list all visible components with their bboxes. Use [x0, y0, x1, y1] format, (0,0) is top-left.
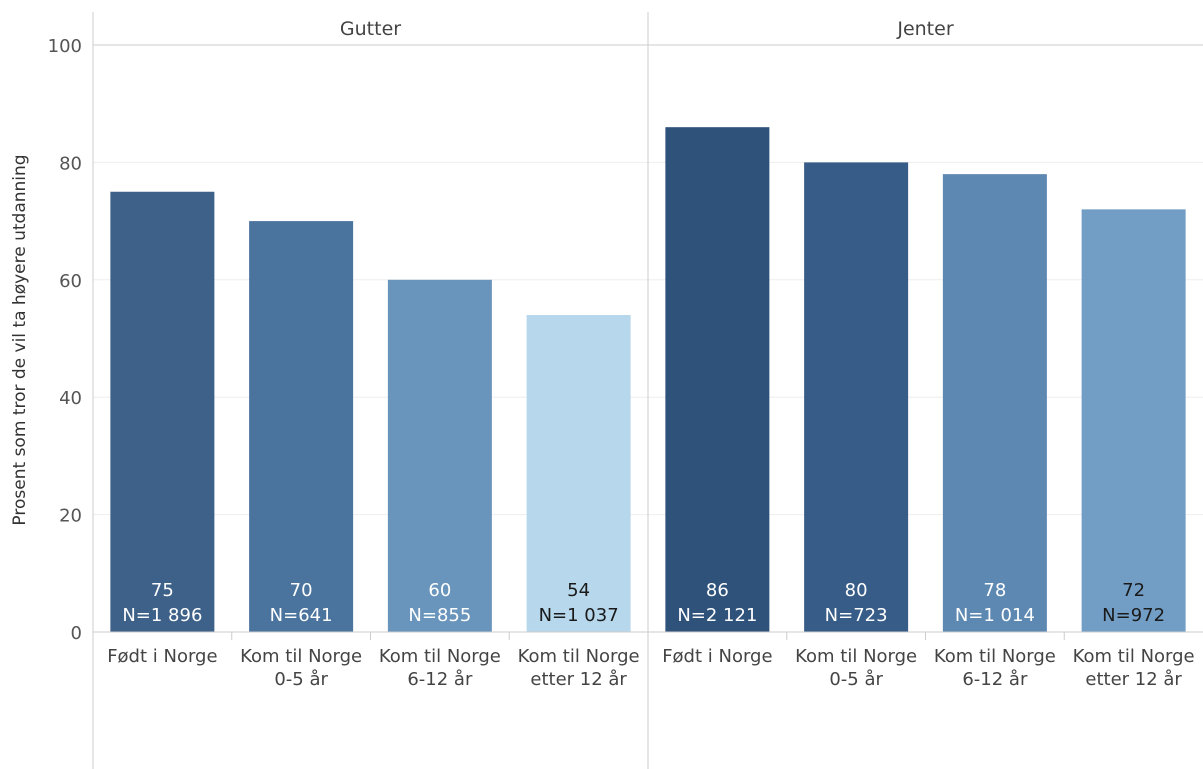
x-tick-label: 6-12 år	[962, 669, 1028, 690]
x-tick-label: Kom til Norge	[518, 646, 640, 667]
y-tick-label: 100	[48, 36, 82, 57]
x-tick-label: Født i Norge	[107, 646, 217, 667]
x-tick-label: Kom til Norge	[240, 646, 362, 667]
bar-value-label: 86	[706, 580, 729, 601]
bar-value-label: 60	[428, 580, 451, 601]
y-tick-label: 0	[71, 623, 82, 644]
bars: 75 N=1 896 70 N=641 60 N=855 54 N=1 037 86 N=2 12…	[110, 127, 1186, 633]
x-tick-label: etter 12 år	[1085, 669, 1182, 690]
bar	[526, 315, 631, 632]
y-tick-label: 60	[59, 271, 82, 292]
panel-frame	[92, 12, 1203, 769]
panel-title: Jenter	[896, 18, 953, 40]
y-tick-label: 40	[59, 388, 82, 409]
bar-value-label: 72	[1122, 580, 1145, 601]
panel-title: Gutter	[340, 18, 401, 40]
bar	[249, 221, 354, 632]
bar	[665, 127, 770, 633]
bar-n-label: N=855	[408, 605, 471, 626]
y-axis: 0 20 40 60 80 100	[48, 36, 82, 644]
bar-n-label: N=2 121	[677, 605, 757, 626]
bar-value-label: 70	[290, 580, 313, 601]
x-tick-label: Født i Norge	[662, 646, 772, 667]
bar-value-label: 80	[845, 580, 868, 601]
bar	[1081, 209, 1186, 633]
x-tick-label: Kom til Norge	[1073, 646, 1195, 667]
bar-value-label: 54	[567, 580, 590, 601]
bar-n-label: N=1 037	[539, 605, 619, 626]
y-axis-label: Prosent som tror de vil ta høyere utdann…	[10, 154, 30, 525]
bar-n-label: N=1 896	[122, 605, 202, 626]
bar	[110, 191, 215, 632]
bar-value-label: 75	[151, 580, 174, 601]
y-tick-label: 20	[59, 506, 82, 527]
y-tick-label: 80	[59, 153, 82, 174]
x-tick-label: 6-12 år	[407, 669, 473, 690]
bar	[804, 162, 909, 632]
x-tick-label: Kom til Norge	[379, 646, 501, 667]
bar-n-label: N=972	[1102, 605, 1165, 626]
x-tick-label: etter 12 år	[530, 669, 627, 690]
bar-n-label: N=641	[270, 605, 333, 626]
bar	[942, 174, 1047, 632]
bar-n-label: N=1 014	[955, 605, 1035, 626]
x-tick-label: 0-5 år	[829, 669, 883, 690]
bar-value-label: 78	[983, 580, 1006, 601]
bar-n-label: N=723	[825, 605, 888, 626]
x-tick-label: Kom til Norge	[795, 646, 917, 667]
x-tick-label: Kom til Norge	[934, 646, 1056, 667]
x-tick-label: 0-5 år	[274, 669, 328, 690]
panel-titles: Gutter Jenter	[340, 18, 954, 40]
bar	[387, 279, 492, 632]
